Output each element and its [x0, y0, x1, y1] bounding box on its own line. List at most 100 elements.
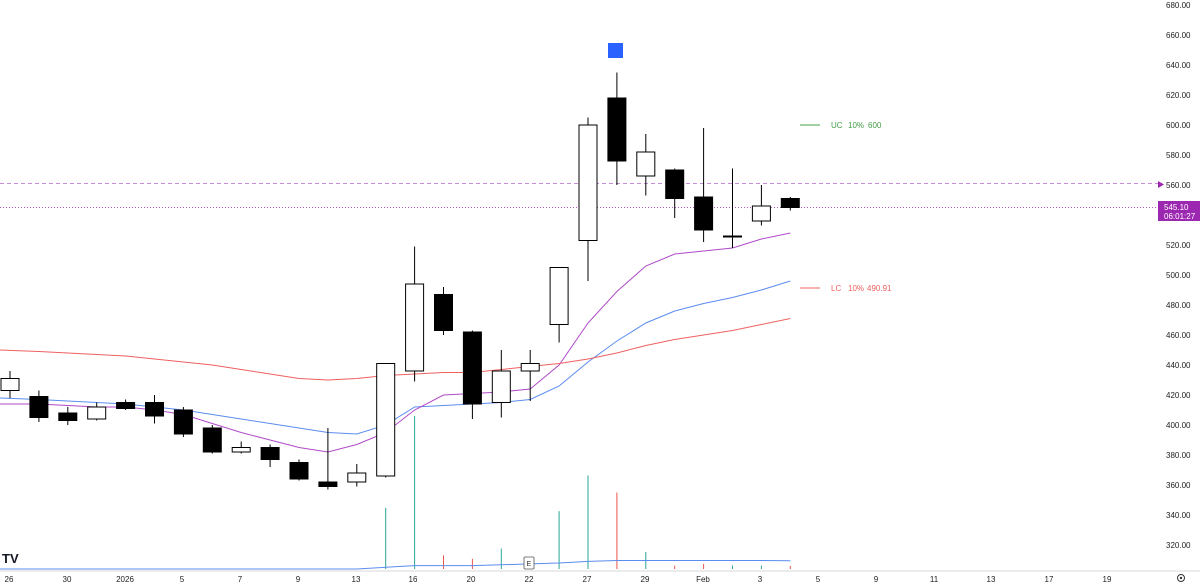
time-tick-label: 22 — [525, 575, 534, 584]
price-axis[interactable]: 680.00 660.00 640.00 620.00 600.00 580.00 560.… — [1166, 1, 1191, 550]
candle-body — [87, 406, 107, 420]
candle[interactable] — [751, 185, 771, 226]
candle[interactable] — [260, 444, 280, 468]
candle[interactable] — [145, 395, 164, 424]
candle[interactable] — [405, 246, 425, 382]
candle-body — [376, 363, 396, 477]
legend-uc-pct: 10% — [848, 121, 864, 130]
candle-body — [145, 402, 164, 417]
candle[interactable] — [58, 407, 78, 425]
time-tick-label: 3 — [758, 575, 763, 584]
candle[interactable] — [173, 407, 193, 437]
candle[interactable] — [231, 441, 251, 454]
candle[interactable] — [549, 267, 569, 343]
price-tick-label: 460.00 — [1166, 331, 1191, 340]
candle[interactable] — [723, 168, 742, 249]
volume-bars — [0, 416, 791, 570]
countdown-timer: 06:01:27 — [1164, 212, 1196, 221]
candle-body — [607, 97, 627, 162]
time-tick-label: 16 — [409, 575, 418, 584]
time-tick-label: 29 — [641, 575, 650, 584]
price-tick-label: 680.00 — [1166, 1, 1191, 10]
time-tick-label: 9 — [296, 575, 301, 584]
earnings-marker[interactable]: E — [523, 556, 535, 570]
candle-body — [347, 472, 367, 483]
candle[interactable] — [116, 399, 136, 411]
candle-body — [116, 402, 136, 409]
candle[interactable] — [376, 363, 396, 478]
candle-body — [318, 481, 338, 487]
candle-body — [636, 151, 656, 177]
time-tick-label: 13 — [987, 575, 996, 584]
price-tick-label: 440.00 — [1166, 361, 1191, 370]
candle[interactable] — [202, 425, 222, 454]
price-tick-label: 560.00 — [1166, 181, 1191, 190]
candle[interactable] — [289, 459, 309, 481]
candle[interactable] — [87, 402, 107, 421]
candle[interactable] — [0, 371, 20, 398]
time-tick-label: 11 — [930, 575, 939, 584]
candle[interactable] — [347, 464, 367, 487]
blue-average-line — [0, 280, 791, 435]
time-tick-label: 2026 — [116, 575, 134, 584]
price-tick-label: 580.00 — [1166, 151, 1191, 160]
time-tick-label: 17 — [1045, 575, 1054, 584]
legend-uc: UC 10% 600 — [800, 121, 882, 130]
candle-body — [231, 447, 251, 453]
reference-level-arrow-icon — [1158, 181, 1164, 188]
time-tick-label: 5 — [816, 575, 821, 584]
legend-lc: LC 10% 490.91 — [800, 284, 892, 293]
tradingview-logo[interactable]: TV — [2, 551, 19, 566]
candle-body — [751, 205, 771, 222]
price-tick-label: 480.00 — [1166, 301, 1191, 310]
candle[interactable] — [520, 350, 540, 401]
price-tick-label: 500.00 — [1166, 271, 1191, 280]
price-tick-label: 360.00 — [1166, 481, 1191, 490]
candles[interactable] — [0, 72, 800, 490]
earnings-marker-label: E — [527, 561, 532, 568]
candle[interactable] — [29, 390, 49, 423]
signal-marker-square[interactable] — [608, 43, 623, 58]
time-tick-label: 26 — [5, 575, 14, 584]
purple-average-line — [0, 232, 791, 453]
time-tick-label: 13 — [352, 575, 361, 584]
time-tick-label: 5 — [180, 575, 185, 584]
candle[interactable] — [636, 134, 656, 196]
legend-lc-pct: 10% — [848, 284, 864, 293]
price-tick-label: 600.00 — [1166, 121, 1191, 130]
volume-average-line — [0, 560, 791, 570]
candle-body — [462, 331, 482, 405]
candle[interactable] — [607, 72, 627, 186]
candle[interactable] — [665, 168, 685, 219]
moving-averages — [0, 232, 791, 453]
candle-body — [260, 447, 280, 460]
candle-body — [549, 267, 569, 325]
candle-body — [58, 412, 78, 421]
candle-body — [289, 462, 309, 480]
price-tick-label: 400.00 — [1166, 421, 1191, 430]
candle[interactable] — [318, 428, 338, 490]
candle[interactable] — [780, 197, 800, 211]
price-tick-label: 660.00 — [1166, 31, 1191, 40]
candle[interactable] — [434, 287, 453, 335]
candle-body — [434, 294, 453, 331]
time-axis[interactable]: 26 30 2026 5 7 9 13 16 20 22 27 29 Feb 3 5 9 11 13 17 19 — [0, 570, 1200, 584]
current-price-tag: 545.10 06:01:27 — [1158, 201, 1200, 221]
time-tick-label: 20 — [467, 575, 476, 584]
candle-body — [405, 283, 425, 372]
candle-body — [173, 409, 193, 435]
price-tick-label: 340.00 — [1166, 511, 1191, 520]
candle[interactable] — [462, 330, 482, 420]
settings-gear-icon[interactable] — [1177, 574, 1185, 582]
candle[interactable] — [491, 350, 511, 418]
price-tick-label: 520.00 — [1166, 241, 1191, 250]
candle-body — [29, 396, 49, 418]
candle-body — [780, 198, 800, 208]
price-tick-label: 620.00 — [1166, 91, 1191, 100]
candle[interactable] — [694, 128, 714, 242]
candle[interactable] — [578, 117, 598, 282]
candle-body — [723, 235, 742, 238]
price-tick-label: 640.00 — [1166, 61, 1191, 70]
